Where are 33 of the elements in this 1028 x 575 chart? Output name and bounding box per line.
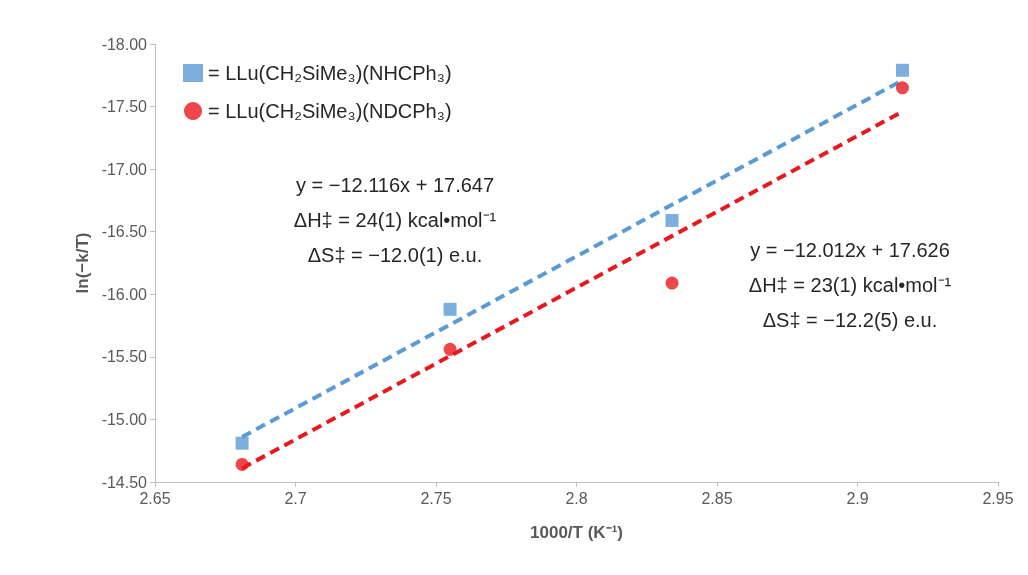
y-tick-label: -15.50 [101,348,148,366]
x-axis-title: 1000/T (K⁻¹) [530,523,623,542]
y-axis-title: ln(−k/T) [72,232,92,294]
point [665,276,679,290]
y-tick-label: -17.00 [101,160,148,178]
y-tick-label: -18.00 [101,35,148,53]
annotation: ΔS‡ = −12.0(1) e.u. [307,244,483,266]
annotation: ΔS‡ = −12.2(5) e.u. [762,309,938,331]
point [895,63,909,77]
y-tick-label: -17.50 [101,98,148,116]
x-tick-label: 2.85 [701,489,733,507]
point [443,342,457,356]
point [235,457,249,471]
y-tick-label: -16.00 [101,285,148,303]
annotation: ΔH‡ = 24(1) kcal•mol⁻¹ [293,209,497,231]
point [665,213,679,227]
x-tick-label: 2.95 [982,489,1014,507]
y-tick-label: -16.50 [101,223,148,241]
legend-label: = LLu(CH₂SiMe₃)(NDCPh₃) [208,100,452,122]
point [443,302,457,316]
x-tick-label: 2.75 [420,489,452,507]
x-tick-label: 2.8 [565,489,588,507]
point [895,81,909,95]
legend-label: = LLu(CH₂SiMe₃)(NHCPh₃) [208,62,452,84]
x-tick-label: 2.7 [284,489,307,507]
annotation: ΔH‡ = 23(1) kcal•mol⁻¹ [748,274,952,296]
y-tick-label: -15.00 [101,410,148,428]
x-tick-label: 2.9 [846,489,869,507]
y-tick-label: -14.50 [101,473,148,491]
annotation: y = −12.116x + 17.647 [295,174,495,196]
x-tick-label: 2.65 [139,489,171,507]
point [235,436,249,450]
annotation: y = −12.012x + 17.626 [750,239,950,261]
